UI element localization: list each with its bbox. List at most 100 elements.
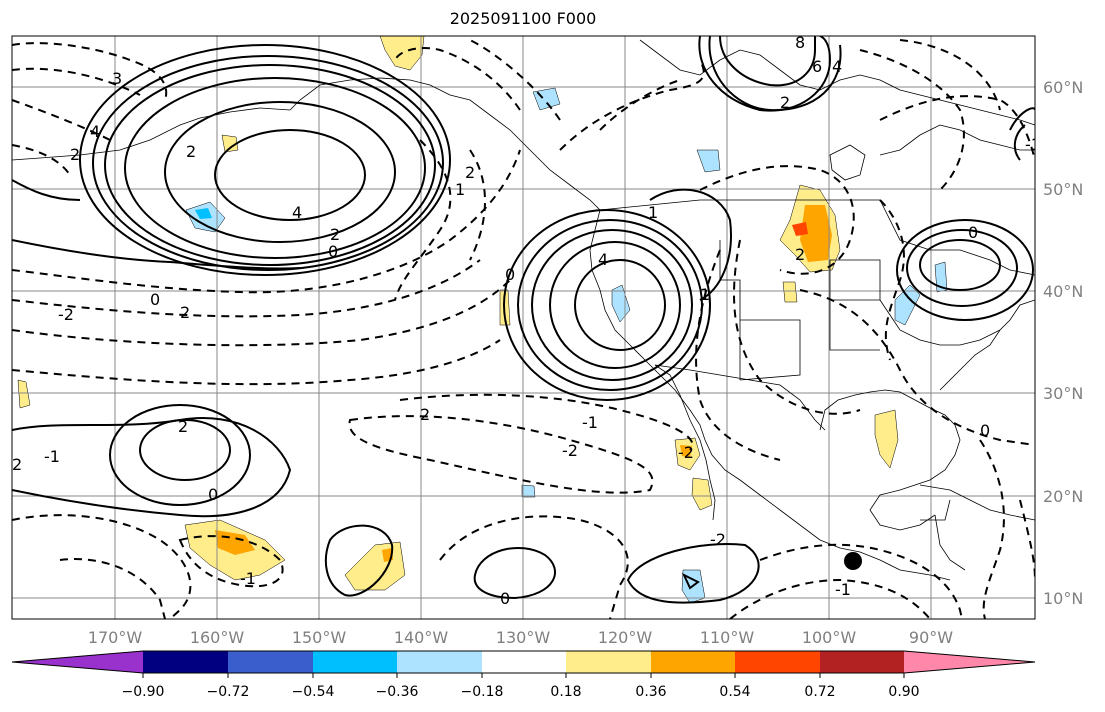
lon-label: 90°W <box>909 628 953 647</box>
contour-label: 6 <box>812 57 822 76</box>
cbar-tick-label: −0.90 <box>122 684 165 700</box>
contour-label: 2 <box>795 245 805 264</box>
shade-patch <box>934 261 948 293</box>
contour-label: 2 <box>178 417 188 436</box>
contour-dashed <box>859 49 965 191</box>
contour-label: 1 <box>455 180 465 199</box>
shade-patch <box>874 409 899 469</box>
contour-dashed <box>733 239 861 415</box>
contour-dashed <box>599 79 681 131</box>
contour-solid <box>919 239 1001 291</box>
contour-dashed <box>178 535 284 588</box>
cbar-tick-label: −0.18 <box>461 684 504 700</box>
contour-solid <box>549 241 681 369</box>
coastline <box>919 484 1035 521</box>
border <box>739 300 880 380</box>
cbar-tick-label: 0.72 <box>804 684 835 700</box>
contour-solid <box>109 404 251 506</box>
contour-dashed <box>469 39 561 121</box>
shade-patch <box>691 477 713 511</box>
lat-label: 50°N <box>1043 180 1083 199</box>
contour-dashed <box>394 139 452 301</box>
contour-dashed <box>559 59 705 151</box>
contour-dashed <box>879 95 1035 161</box>
contour-dashed <box>12 67 141 96</box>
contour-dashed <box>699 165 855 275</box>
lon-label: 110°W <box>700 628 755 647</box>
contour-label: 4 <box>292 203 302 222</box>
contour-dashed <box>759 543 963 619</box>
contour-dashed <box>12 514 192 619</box>
contour-label: -1 <box>1025 135 1041 154</box>
coastline <box>819 389 961 531</box>
contour-dashed <box>695 249 781 461</box>
contour-label: 8 <box>795 33 805 52</box>
shade-patch <box>195 208 212 219</box>
contour-label: 2 <box>780 93 790 112</box>
contour-dashed <box>59 558 166 619</box>
contour-dashed <box>348 415 654 494</box>
contour-dashed <box>12 339 501 386</box>
contour-solid <box>531 229 693 381</box>
contour-dashed <box>879 199 905 361</box>
contour-label: 4 <box>598 250 608 269</box>
colorbar-segment <box>313 651 397 673</box>
contour-dashed <box>12 279 511 347</box>
map-content: 3 4 2 2 4 2 0 0 2 -2 2 -1 2 0 -1 4 2 1 2… <box>12 33 1041 619</box>
contour-label: 0 <box>505 265 515 284</box>
contour-label: 2 <box>12 455 22 474</box>
latitude-labels: 60°N 50°N 40°N 30°N 20°N 10°N <box>1043 78 1083 608</box>
contour-solid <box>324 524 394 597</box>
contour-dashed <box>799 289 1035 446</box>
lon-label: 130°W <box>496 628 551 647</box>
contour-label: 2 <box>186 142 196 161</box>
contour-solid <box>124 77 426 259</box>
contour-solid <box>896 219 1034 321</box>
cbar-tick-label: 0.18 <box>550 684 581 700</box>
plot-frame <box>11 35 1036 620</box>
longitude-labels: 170°W 160°W 150°W 140°W 130°W 120°W 110°… <box>88 628 953 647</box>
border <box>879 199 1035 276</box>
contour-solid <box>473 546 556 600</box>
coastline <box>639 39 1035 126</box>
lat-label: 60°N <box>1043 78 1083 97</box>
border <box>654 364 826 431</box>
colorbar-ticks <box>142 673 905 678</box>
lon-label: 140°W <box>394 628 449 647</box>
contour-label: 0 <box>980 421 990 440</box>
contour-label: -1 <box>835 580 851 599</box>
border <box>920 499 966 571</box>
contour-dashed <box>12 149 521 294</box>
contour-label: 0 <box>328 242 338 261</box>
coastline <box>939 299 1035 391</box>
contour-dashed <box>12 259 481 318</box>
storm-center-marker <box>844 552 862 570</box>
contour-solid <box>719 36 816 87</box>
coastline <box>12 77 601 211</box>
lat-label: 30°N <box>1043 384 1083 403</box>
cbar-tick-label: 0.36 <box>635 684 666 700</box>
contour-solid <box>649 188 732 301</box>
cbar-tick-label: −0.36 <box>376 684 419 700</box>
contour-solid <box>214 129 366 221</box>
shade-patch <box>221 134 239 153</box>
shade-patch <box>17 379 31 409</box>
contour-label: 2 <box>330 225 340 244</box>
contour-dashed <box>899 39 1001 111</box>
border <box>879 299 1001 346</box>
coastlines <box>12 39 1035 581</box>
contour-label: 1 <box>700 285 710 304</box>
lon-label: 150°W <box>292 628 347 647</box>
colorbar-segment <box>397 651 482 673</box>
contour-label: -1 <box>240 569 256 588</box>
contour-dashed <box>12 42 168 101</box>
contour-label: 2 <box>180 303 190 322</box>
contour-solid <box>104 64 436 266</box>
shade-patch <box>782 281 798 303</box>
lat-label: 20°N <box>1043 487 1083 506</box>
contour-dashed <box>439 515 629 619</box>
shade-patch <box>792 222 808 236</box>
lon-label: 120°W <box>598 628 653 647</box>
contour-label: 4 <box>832 57 842 76</box>
